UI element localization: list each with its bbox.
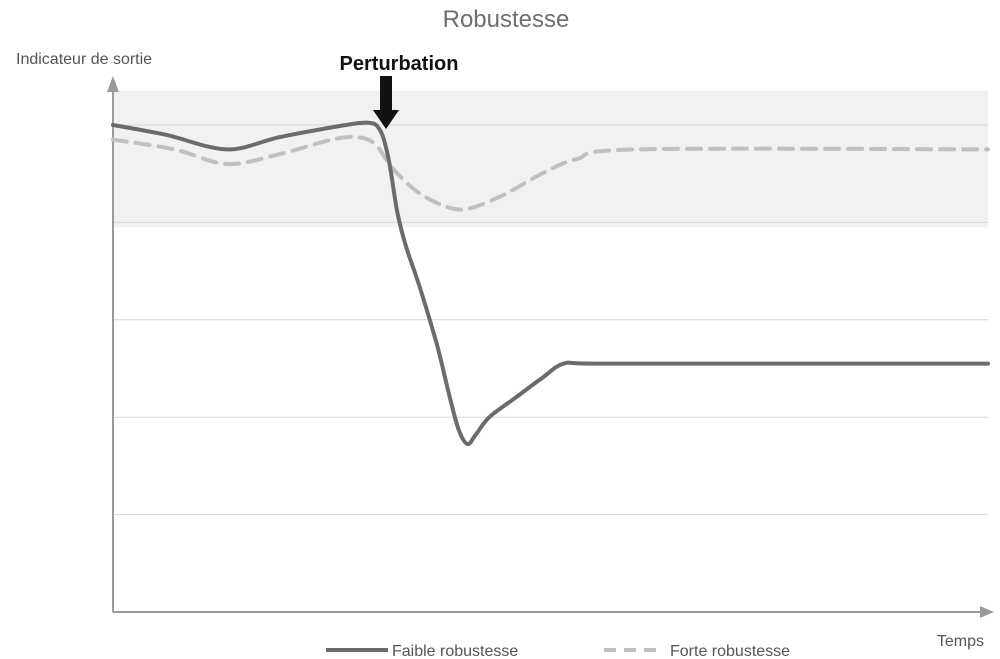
arrow-shaft [380,76,392,112]
perturbation-arrow-icon [373,76,399,129]
legend: Faible robustesse Forte robustesse [326,643,790,659]
legend-label-forte: Forte robustesse [670,643,790,659]
tolerance-band [114,90,988,228]
chart-title: Robustesse [443,6,570,33]
series-line-faible-robustesse [111,120,990,447]
x-axis-arrow [980,606,994,618]
arrow-head [373,110,399,129]
y-axis-arrow [107,76,119,92]
gridlines [113,124,988,516]
series-layer [111,120,990,447]
perturbation-label: Perturbation [340,53,459,75]
legend-label-faible: Faible robustesse [392,643,518,659]
x-axis-label: Temps [937,633,984,650]
y-axis-label: Indicateur de sortie [16,51,152,68]
